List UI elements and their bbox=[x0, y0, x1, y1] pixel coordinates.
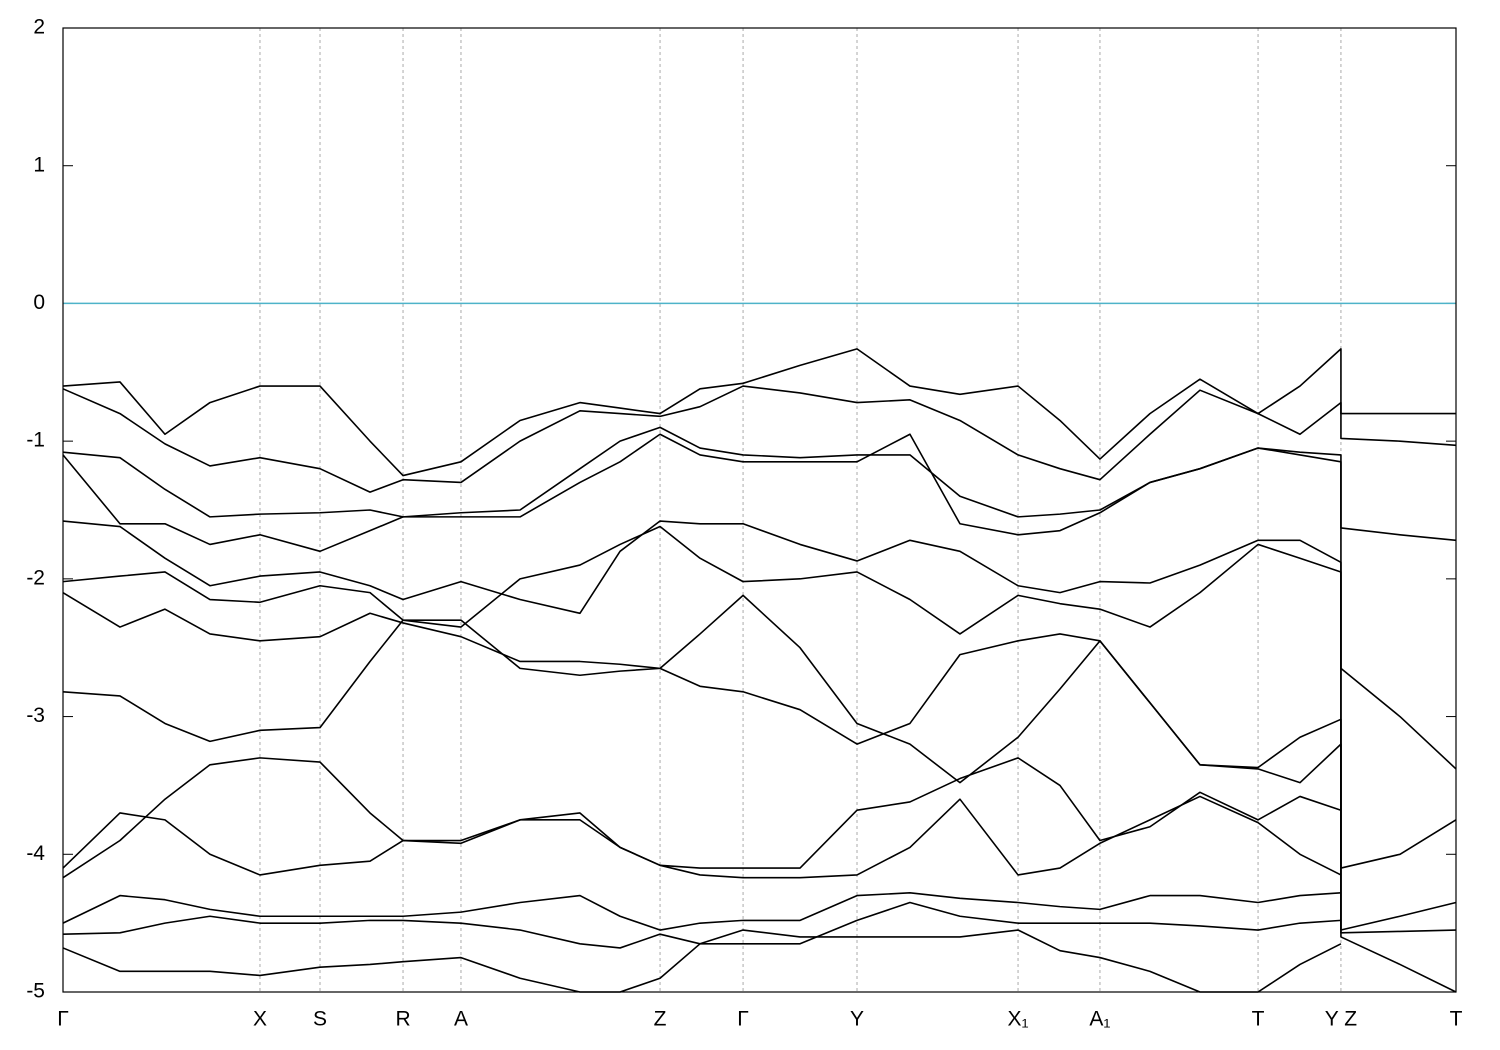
band-line bbox=[62, 901, 1341, 949]
y-tick-label: -2 bbox=[26, 566, 45, 589]
band-line bbox=[62, 433, 1457, 770]
x-tick-label: Z bbox=[654, 1008, 667, 1031]
x-tick-label: Y Z bbox=[1325, 1008, 1357, 1031]
y-tick-label: -5 bbox=[26, 980, 45, 1003]
band-line bbox=[62, 426, 1457, 542]
y-tick-label: -3 bbox=[26, 704, 45, 727]
y-tick-label: 0 bbox=[33, 291, 45, 314]
x-tick-label: A₁ bbox=[1089, 1008, 1110, 1031]
x-tick-label: R bbox=[395, 1008, 410, 1031]
y-tick-label: 1 bbox=[33, 153, 45, 176]
y-tick-label: -4 bbox=[26, 842, 45, 865]
x-tick-label: A bbox=[454, 1008, 468, 1031]
band-line bbox=[62, 892, 1341, 931]
x-tick-label: Y bbox=[850, 1008, 864, 1031]
x-tick-label: S bbox=[313, 1008, 327, 1031]
x-tick-label: T bbox=[1252, 1008, 1265, 1031]
x-tick-label: T bbox=[1450, 1008, 1463, 1031]
band-line bbox=[62, 520, 1457, 869]
band-line bbox=[62, 385, 1457, 493]
band-line bbox=[62, 594, 1457, 993]
band-line bbox=[62, 591, 1457, 934]
y-tick-label: 2 bbox=[33, 16, 45, 39]
y-tick-label: -1 bbox=[26, 429, 45, 452]
plot-frame bbox=[62, 27, 1457, 993]
x-tick-label: Γ bbox=[737, 1008, 749, 1031]
band-line bbox=[62, 757, 1342, 879]
band-line bbox=[62, 757, 1342, 876]
band-line bbox=[62, 348, 1456, 477]
band-line bbox=[62, 929, 1342, 993]
x-tick-label: X bbox=[253, 1008, 267, 1031]
band-line bbox=[62, 525, 1457, 931]
x-tick-label: Γ bbox=[57, 1008, 69, 1031]
x-tick-label: X₁ bbox=[1007, 1008, 1028, 1031]
